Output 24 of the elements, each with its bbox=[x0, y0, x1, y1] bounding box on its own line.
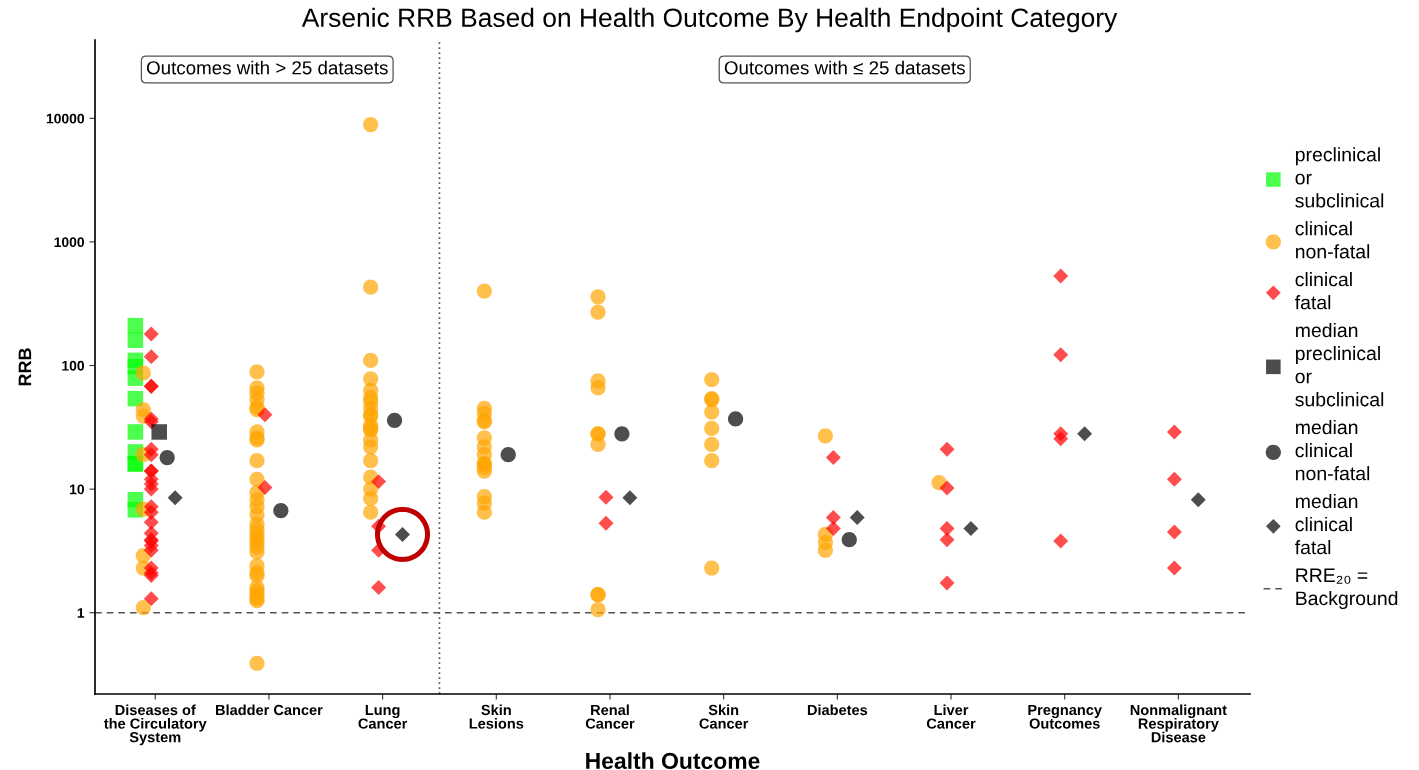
legend-label: RRE₂₀ = Background bbox=[1296, 568, 1398, 610]
x-tick-label: Skin Lesions bbox=[469, 704, 524, 729]
annotation: Outcomes with > 25 datasets bbox=[146, 60, 388, 75]
y-tick-label: 1 bbox=[77, 608, 85, 618]
x-tick-label: Lung Cancer bbox=[358, 704, 408, 729]
legend-label: preclinical or subclinical bbox=[1295, 147, 1384, 208]
y-tick-label: 10000 bbox=[46, 113, 85, 124]
legend-label: median preclinical or subclinical bbox=[1295, 322, 1384, 407]
x-tick-label: Diseases of the Circulatory System bbox=[103, 704, 207, 746]
x-tick-label: Liver Cancer bbox=[926, 704, 976, 729]
legend-label: median clinical fatal bbox=[1295, 493, 1358, 555]
y-tick-label: 100 bbox=[62, 360, 85, 371]
y-tick-label: 10 bbox=[70, 484, 85, 495]
x-tick-label: Diabetes bbox=[807, 704, 868, 716]
y-tick-label: 1000 bbox=[54, 237, 85, 248]
annotation: Outcomes with ≤ 25 datasets bbox=[724, 60, 965, 75]
x-tick-label: Skin Cancer bbox=[699, 704, 749, 729]
x-tick-label: Bladder Cancer bbox=[216, 704, 323, 716]
x-tick-label: Pregnancy Outcomes bbox=[1028, 704, 1102, 729]
x-tick-label: Renal Cancer bbox=[585, 704, 635, 729]
x-axis-title: Health Outcome bbox=[586, 752, 760, 770]
y-axis-title: RRB bbox=[18, 348, 32, 386]
chart-title: Arsenic RRB Based on Health Outcome By Health Endpoint Category bbox=[301, 7, 1118, 33]
x-tick-label: Nonmalignant Respiratory Disease bbox=[1130, 704, 1227, 743]
